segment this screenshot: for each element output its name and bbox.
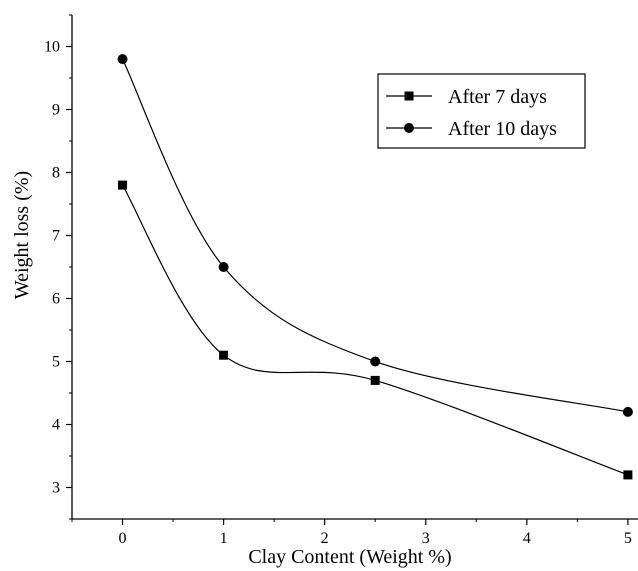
y-tick-label: 8 xyxy=(52,165,60,182)
y-tick-label: 6 xyxy=(52,291,60,308)
y-axis-title: Weight loss (%) xyxy=(11,171,33,299)
x-axis-title: Clay Content (Weight %) xyxy=(248,546,451,568)
y-tick-label: 3 xyxy=(52,480,60,497)
data-point xyxy=(218,262,229,272)
data-point xyxy=(117,54,128,65)
data-point xyxy=(370,356,381,367)
legend-box xyxy=(377,73,586,149)
x-tick-label: 4 xyxy=(523,530,531,547)
data-point xyxy=(622,406,633,417)
data-point xyxy=(623,470,633,480)
legend-label: After 10 days xyxy=(448,118,557,140)
data-point xyxy=(370,375,380,385)
legend-label: After 7 days xyxy=(448,86,547,108)
y-tick-label: 10 xyxy=(44,39,60,56)
y-tick-label: 5 xyxy=(52,354,60,371)
axes: 3 4 5 6 7 8 9 10 0 1 2 3 4 5 xyxy=(44,14,638,547)
series-layer xyxy=(117,54,633,480)
x-tick-label: 1 xyxy=(220,530,228,547)
series-line xyxy=(121,58,629,413)
y-tick-label: 7 xyxy=(52,228,60,245)
data-point xyxy=(118,180,128,190)
data-point xyxy=(219,350,229,360)
x-tick-label: 3 xyxy=(422,530,430,547)
legend: After 7 days After 10 days xyxy=(377,73,586,149)
y-tick-label: 9 xyxy=(52,102,60,119)
legend-marker xyxy=(404,91,414,101)
y-tick-label: 4 xyxy=(52,417,60,434)
x-tick-label: 5 xyxy=(624,530,632,547)
legend-marker xyxy=(404,123,414,133)
series-1 xyxy=(117,54,633,417)
series-line xyxy=(122,184,629,476)
x-tick-label: 0 xyxy=(119,530,127,547)
x-tick-label: 2 xyxy=(321,530,329,547)
series-0 xyxy=(118,180,633,480)
